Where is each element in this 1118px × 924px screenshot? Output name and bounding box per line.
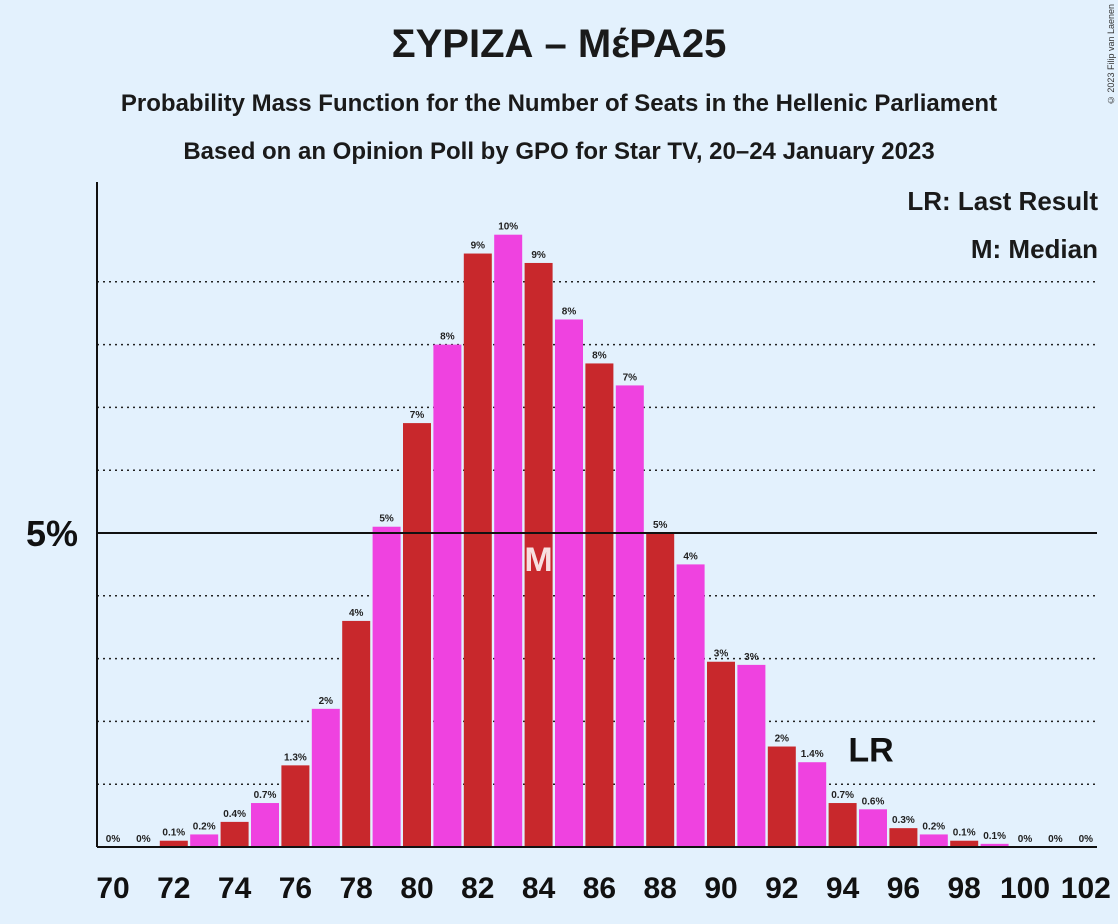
bar-value-label: 0%: [136, 834, 151, 845]
x-tick-label: 90: [704, 872, 737, 905]
bar-seat-85: [555, 319, 583, 848]
bar-seat-91: [737, 664, 766, 847]
bar-value-label: 1.3%: [284, 752, 307, 763]
y-tick-label: 5%: [26, 513, 78, 554]
x-tick-label: 74: [218, 872, 252, 905]
bar-value-label: 2%: [319, 696, 334, 707]
bar-seat-87: [615, 385, 644, 847]
x-tick-label: 102: [1061, 872, 1111, 905]
x-tick-label: 100: [1000, 872, 1050, 905]
bar-value-label: 0%: [106, 834, 121, 845]
bar-value-label: 8%: [592, 350, 607, 361]
bar-seat-83: [494, 234, 523, 847]
bar-value-label: 0.2%: [193, 821, 216, 832]
bar-value-label: 10%: [498, 222, 518, 233]
legend-median: M: Median: [970, 234, 1098, 264]
x-tick-label: 88: [644, 872, 677, 905]
x-tick-label: 96: [887, 872, 920, 905]
bar-seat-99: [980, 843, 1009, 847]
chart-subtitle-source: Based on an Opinion Poll by GPO for Star…: [183, 138, 935, 165]
bar-value-label: 4%: [349, 608, 364, 619]
bar-value-label: 0.3%: [892, 815, 915, 826]
bar-seat-75: [251, 803, 279, 847]
bar-seat-84: [524, 262, 553, 848]
bar-value-label: 1.4%: [801, 749, 824, 760]
bar-value-label: 0%: [1018, 834, 1033, 845]
bar-seat-96: [889, 828, 918, 847]
x-tick-label: 84: [522, 872, 556, 905]
bar-seat-94: [828, 803, 857, 847]
bar-seat-80: [403, 423, 431, 847]
bar-seat-76: [281, 765, 310, 847]
bar-seat-74: [220, 821, 249, 847]
bar-seat-86: [585, 363, 614, 847]
bar-value-label: 8%: [562, 306, 577, 317]
bar-seat-72: [159, 840, 188, 847]
bar-seat-77: [311, 708, 340, 847]
bar-value-label: 3%: [744, 652, 759, 663]
x-tick-label: 76: [279, 872, 312, 905]
x-tick-label: 80: [400, 872, 433, 905]
median-marker: M: [524, 541, 552, 579]
bar-seat-79: [372, 526, 401, 847]
bar-value-label: 9%: [531, 250, 546, 261]
bar-value-label: 7%: [410, 410, 425, 421]
bar-seat-98: [950, 840, 979, 847]
x-tick-label: 98: [948, 872, 981, 905]
bar-seat-73: [190, 834, 219, 847]
x-tick-label: 92: [765, 872, 798, 905]
bar-value-label: 0.4%: [223, 809, 246, 820]
bar-seat-95: [859, 809, 887, 847]
bar-value-label: 0.7%: [254, 790, 277, 801]
bar-value-label: 0.1%: [162, 828, 185, 839]
last-result-marker: LR: [848, 731, 893, 769]
bar-value-label: 0.1%: [983, 831, 1006, 842]
bar-seat-97: [919, 834, 948, 847]
x-tick-label: 86: [583, 872, 616, 905]
bar-value-label: 5%: [379, 514, 394, 525]
bar-value-label: 0%: [1048, 834, 1063, 845]
bar-seat-82: [463, 253, 492, 848]
bar-value-label: 0.6%: [862, 796, 885, 807]
chart-subtitle: Probability Mass Function for the Number…: [120, 90, 998, 117]
bar-value-label: 2%: [775, 734, 790, 745]
x-tick-label: 94: [826, 872, 860, 905]
bar-value-label: 3%: [714, 649, 729, 660]
bar-value-label: 0.1%: [953, 828, 976, 839]
x-tick-label: 78: [340, 872, 373, 905]
bar-seat-89: [676, 564, 705, 847]
bar-value-label: 0%: [1079, 834, 1094, 845]
bar-value-label: 8%: [440, 332, 455, 343]
bar-seat-88: [646, 533, 675, 847]
bar-seat-92: [767, 746, 796, 847]
bar-value-label: 7%: [623, 372, 638, 383]
x-tick-label: 82: [461, 872, 494, 905]
bar-seat-78: [342, 620, 371, 847]
bar-value-label: 9%: [471, 241, 486, 252]
x-tick-label: 72: [157, 872, 190, 905]
bar-value-label: 0.7%: [831, 790, 854, 801]
bar-seat-90: [707, 661, 735, 847]
x-tick-label: 70: [96, 872, 129, 905]
bar-value-label: 4%: [683, 551, 698, 562]
bar-value-label: 5%: [653, 520, 668, 531]
bar-seat-93: [798, 762, 827, 847]
bar-seat-81: [433, 344, 462, 847]
legend-last-result: LR: Last Result: [907, 186, 1098, 216]
bar-value-label: 0.2%: [922, 821, 945, 832]
chart-title: ΣΥΡΙΖΑ – ΜέΡΑ25: [391, 22, 727, 66]
